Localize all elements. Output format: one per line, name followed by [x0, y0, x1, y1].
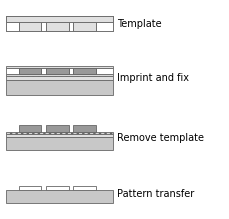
Bar	[73, 67, 96, 74]
Bar	[19, 23, 41, 31]
Bar	[6, 137, 113, 150]
Bar	[6, 80, 113, 95]
Bar	[46, 67, 69, 74]
Bar	[46, 23, 69, 31]
Bar	[73, 23, 96, 31]
Bar	[19, 186, 41, 191]
Bar	[6, 16, 113, 31]
Text: Imprint and fix: Imprint and fix	[117, 73, 189, 83]
Bar	[73, 186, 96, 191]
Bar	[6, 132, 113, 134]
Bar	[6, 191, 113, 203]
Bar	[73, 125, 96, 132]
Bar	[46, 125, 69, 132]
Bar	[73, 23, 96, 31]
Bar	[19, 23, 41, 31]
Bar	[6, 67, 113, 74]
Text: Pattern transfer: Pattern transfer	[117, 189, 195, 199]
Bar	[6, 134, 113, 137]
Text: Template: Template	[117, 19, 162, 28]
Text: Remove template: Remove template	[117, 133, 204, 143]
Bar	[46, 23, 69, 31]
Bar	[46, 67, 69, 74]
Bar	[6, 16, 113, 23]
Bar	[46, 186, 69, 191]
Bar	[73, 67, 96, 74]
Bar	[19, 125, 41, 132]
Bar	[6, 76, 113, 80]
Bar	[19, 67, 41, 74]
Bar	[6, 16, 113, 31]
Bar	[6, 66, 113, 67]
Bar	[19, 67, 41, 74]
Bar	[6, 16, 113, 23]
Bar	[6, 74, 113, 76]
